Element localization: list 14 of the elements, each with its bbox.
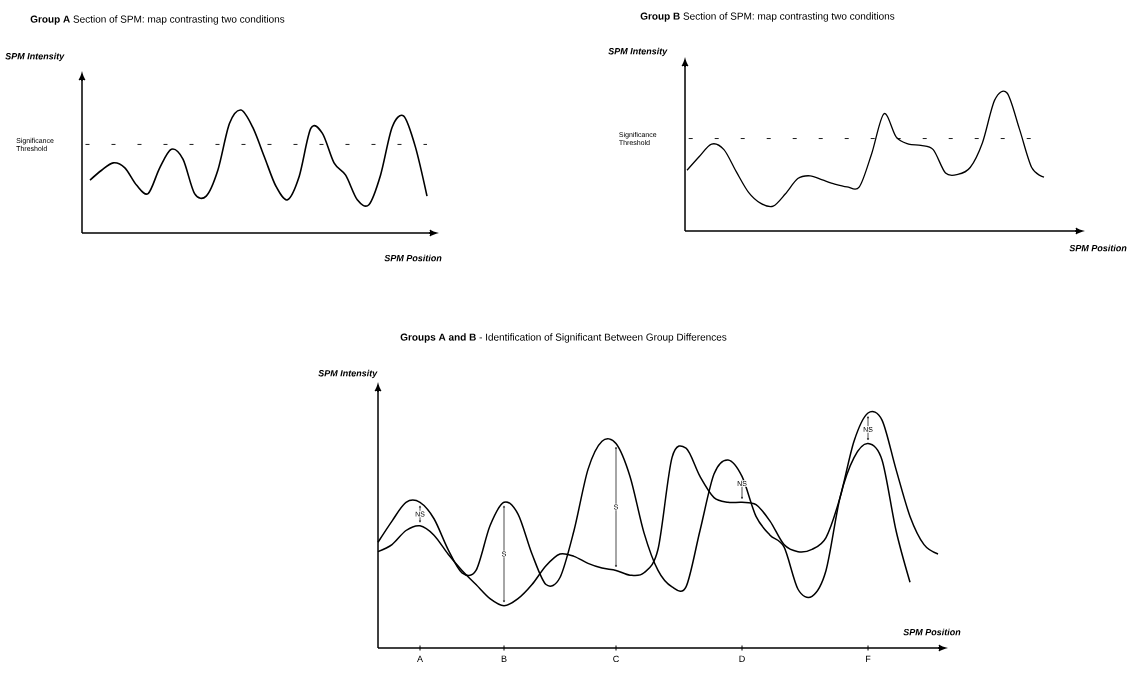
x-tick-label: D: [739, 655, 745, 662]
chart-title: Group A Section of SPM: map contrasting two conditions: [30, 15, 285, 25]
x-tick-label: A: [417, 655, 423, 662]
y-axis-title: SPM Intensity: [5, 52, 65, 62]
x-tick-label: F: [866, 655, 871, 662]
y-axis-title: SPM Intensity: [608, 47, 668, 57]
chart-title: Group B Section of SPM: map contrasting two conditions: [640, 12, 895, 22]
chart-title: Groups A and B - Identification of Significant Between Group Differences: [400, 333, 727, 343]
x-axis-title: SPM Position: [903, 628, 961, 636]
x-tick-label: C: [613, 655, 619, 663]
x-axis-title: SPM Position: [384, 254, 442, 262]
x-tick-label: B: [501, 655, 507, 662]
y-axis-title: SPM Intensity: [318, 369, 378, 379]
x-axis-title: SPM Position: [1069, 244, 1127, 252]
